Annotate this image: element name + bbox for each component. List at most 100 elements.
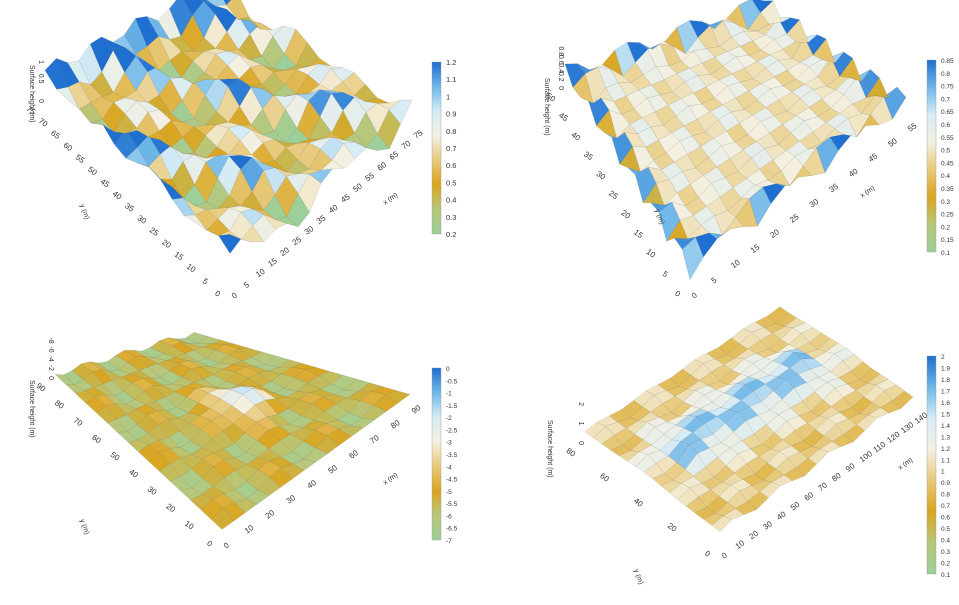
colorbar-tick-label: 1 [941,469,945,476]
y-tick-label: 40 [111,189,124,202]
colorbar-tick-label: 0.3 [941,199,950,206]
colorbar-tick-label: 0.6 [941,515,950,522]
colorbar-tick-label: 1.4 [941,423,950,430]
surface-cell [206,0,227,7]
z-axis-ticks: 0 1 2 [577,402,584,445]
z-tick-label: 0 [37,99,44,103]
y-tick-label: 20 [620,208,633,221]
x-tick-label: 30 [761,519,774,532]
x-tick-label: 60 [347,448,360,461]
colorbar-tick-label: 0.55 [941,135,954,142]
x-tick-label: 0 [230,290,239,300]
surface-plot-2: 0510152025303540455005101520253035404550… [543,0,954,301]
y-tick-label: 30 [136,213,149,226]
y-tick-label: 40 [632,496,645,509]
colorbar-tick-label: -6 [446,513,452,520]
y-tick-label: 20 [164,502,177,515]
y-tick-label: 30 [595,169,608,182]
x-tick-label: 50 [789,500,802,513]
x-tick-label: 0 [690,290,699,300]
colorbar-tick-label: 0.7 [941,96,950,103]
surface-mesh [584,306,914,532]
colorbar-tick-label: -0.5 [446,378,458,385]
x-tick-label: 35 [315,213,328,226]
y-tick-label: 90 [35,381,48,394]
x-tick-label: 45 [867,151,880,164]
y-tick-label: 40 [127,467,140,480]
surface-cell [752,0,774,13]
surface-cell [169,0,193,37]
z-tick-label: 0.4 [557,63,564,73]
y-tick-label: 10 [185,262,198,275]
y-axis-label: y (m) [632,568,644,585]
y-tick-label: 55 [74,153,87,166]
x-tick-label: 10 [243,523,256,536]
colorbar-tick-label: 0 [446,366,450,373]
colorbar-tick-label: 0.3 [446,213,456,222]
colorbar-tick-label: 0.9 [941,480,950,487]
y-tick-label: 80 [565,446,578,459]
colorbar-tick-label: 1.3 [941,434,950,441]
x-tick-label: 100 [858,449,875,464]
colorbar-tick-label: 1.9 [941,365,950,372]
colorbar-tick-label: -5.5 [446,501,458,508]
colorbar-tick-label: 0.8 [941,492,950,499]
x-tick-label: 10 [729,257,742,270]
y-tick-label: 25 [148,225,161,238]
x-tick-label: 80 [830,471,843,484]
y-tick-label: 20 [666,521,679,534]
z-axis-ticks: 0 -2 -4 -6 -8 [47,337,54,380]
colorbar-tick-label: -2 [446,415,452,422]
z-tick-label: 0 [47,376,54,380]
colorbar: 0.85 0.8 0.75 0.7 0.65 0.6 0.55 0.5 0.45 0.4 0.35 0… [926,58,954,257]
colorbar-tick-label: 0.5 [941,148,950,155]
surface-mesh [564,0,907,281]
z-tick-label: 1 [37,60,44,64]
surface-cell [226,0,250,20]
z-tick-label: -8 [47,337,54,343]
colorbar-tick-label: 0.6 [446,161,456,170]
x-tick-label: 35 [827,182,840,195]
colorbar-tick-label: 1.5 [941,411,950,418]
colorbar-tick-label: 1.6 [941,400,950,407]
y-tick-label: 45 [557,111,570,124]
y-tick-label: 80 [53,398,66,411]
z-axis-label: Surface height (m) [28,65,35,123]
y-tick-label: 5 [661,269,670,279]
colorbar-ramp [431,367,442,541]
x-tick-label: 40 [847,166,860,179]
colorbar-tick-label: 0.85 [941,58,954,65]
y-tick-label: 10 [645,247,658,260]
colorbar-tick-label: 0.7 [446,144,456,153]
surface-cell [184,332,208,344]
x-tick-label: 50 [326,463,339,476]
x-tick-label: 20 [279,245,292,258]
y-axis-label: y (m) [78,518,90,535]
x-tick-label: 20 [748,529,761,542]
colorbar-tick-label: 1.1 [941,457,950,464]
y-tick-label: 50 [86,165,99,178]
x-tick-label: 10 [254,267,267,280]
y-tick-label: 60 [598,471,611,484]
y-tick-label: 50 [109,450,122,463]
z-axis-ticks: 0 0.20.40.60.8 [557,46,564,90]
z-axis-label: Surface height (m) [543,78,550,136]
surface-cell [767,306,789,324]
colorbar-tick-label: 0.15 [941,237,954,244]
z-tick-label: 0 [557,86,564,90]
y-tick-label: 0 [205,539,214,549]
x-tick-label: 65 [388,149,401,162]
x-tick-label: 50 [886,136,899,149]
colorbar-tick-label: 0.5 [941,526,950,533]
colorbar-tick-label: 0.2 [941,224,950,231]
x-tick-label: 45 [339,192,352,205]
z-axis-label: Surface height (m) [546,420,553,478]
x-tick-label: 30 [303,224,316,237]
colorbar-tick-label: -2.5 [446,427,458,434]
colorbar-tick-label: -1 [446,391,452,398]
y-tick-label: 65 [49,128,62,141]
x-tick-label: 70 [400,139,413,152]
colorbar-tick-label: 2 [941,354,945,361]
x-tick-label: 30 [285,493,298,506]
